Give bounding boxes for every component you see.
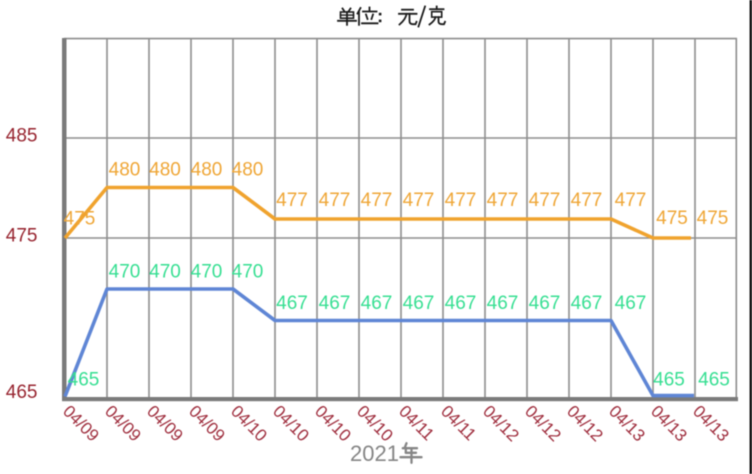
- svg-text:467: 467: [361, 293, 393, 314]
- svg-text:467: 467: [403, 293, 435, 314]
- svg-text:467: 467: [487, 293, 519, 314]
- svg-text:477: 477: [487, 190, 519, 211]
- svg-text:470: 470: [149, 262, 181, 283]
- svg-text:475: 475: [64, 209, 96, 230]
- svg-text:480: 480: [149, 160, 181, 181]
- svg-text:475: 475: [6, 226, 38, 247]
- svg-text:465: 465: [653, 370, 685, 391]
- svg-text:467: 467: [529, 293, 561, 314]
- svg-text:477: 477: [403, 190, 435, 211]
- svg-text:480: 480: [109, 160, 141, 181]
- svg-text:480: 480: [232, 160, 264, 181]
- svg-text:465: 465: [6, 382, 38, 403]
- svg-text:470: 470: [191, 262, 223, 283]
- svg-text:467: 467: [571, 293, 603, 314]
- svg-text:465: 465: [68, 370, 100, 391]
- svg-text:477: 477: [445, 190, 477, 211]
- svg-text:477: 477: [571, 190, 603, 211]
- svg-text:467: 467: [319, 293, 351, 314]
- svg-text:477: 477: [529, 190, 561, 211]
- svg-text:470: 470: [109, 262, 141, 283]
- svg-text:485: 485: [6, 126, 38, 147]
- svg-text:477: 477: [276, 190, 308, 211]
- svg-text:477: 477: [361, 190, 393, 211]
- svg-text:467: 467: [615, 293, 647, 314]
- svg-text:477: 477: [319, 190, 351, 211]
- svg-text:475: 475: [656, 208, 688, 229]
- svg-text:470: 470: [232, 262, 264, 283]
- svg-text:477: 477: [615, 190, 647, 211]
- svg-text:467: 467: [445, 293, 477, 314]
- svg-text:475: 475: [697, 208, 729, 229]
- svg-text:2021: 2021: [350, 441, 399, 466]
- svg-text:467: 467: [276, 293, 308, 314]
- svg-text:465: 465: [698, 370, 730, 391]
- svg-text:480: 480: [191, 160, 223, 181]
